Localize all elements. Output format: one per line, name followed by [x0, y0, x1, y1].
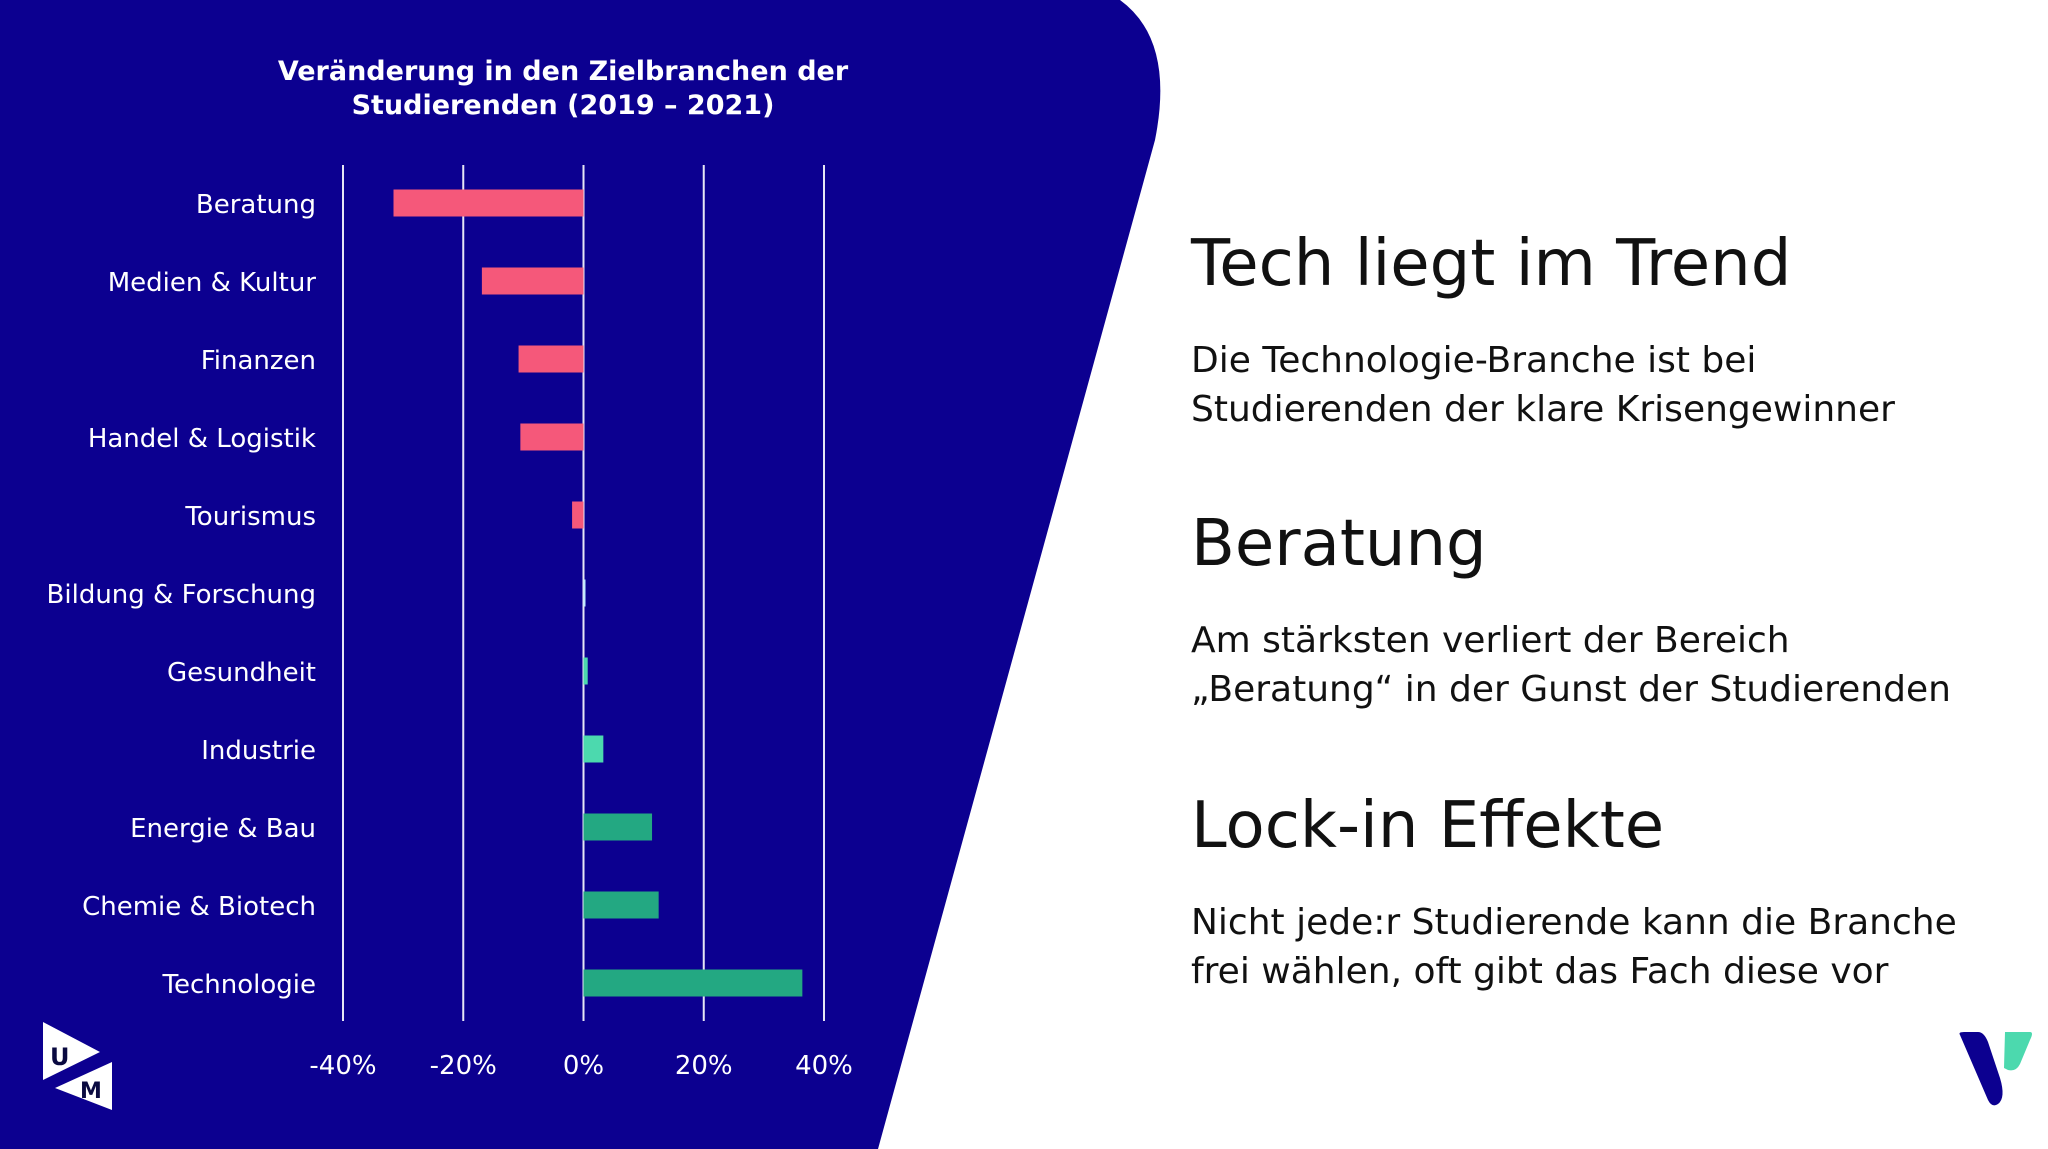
heading-lock-in: Lock-in Effekte: [1191, 789, 1665, 863]
v-logo: [1959, 1032, 2032, 1106]
category-label: Technologie: [162, 970, 316, 1000]
x-tick-label: 40%: [795, 1051, 853, 1081]
x-tick-label: -20%: [430, 1051, 497, 1081]
category-label: Handel & Logistik: [88, 424, 316, 454]
bar-beratung: [393, 189, 584, 217]
body-tech-line-2: Studierenden der klare Krisengewinner: [1191, 389, 1895, 430]
x-tick-label: -40%: [309, 1051, 376, 1081]
bar-tourismus: [572, 501, 584, 529]
category-label: Energie & Bau: [130, 814, 316, 844]
x-tick-label: 0%: [563, 1051, 604, 1081]
bar-gesundheit: [583, 657, 588, 685]
category-label: Gesundheit: [167, 658, 316, 688]
category-label: Tourismus: [184, 502, 316, 532]
bar-chemie-biotech: [583, 891, 659, 919]
bar-industrie: [583, 735, 604, 763]
category-label: Medien & Kultur: [108, 268, 317, 298]
um-logo: U M: [43, 1022, 112, 1110]
bar-energie-bau: [583, 813, 653, 841]
chart-title-line-1: Veränderung in den Zielbranchen der: [278, 56, 849, 87]
category-label: Chemie & Biotech: [82, 892, 316, 922]
chart-title-line-2: Studierenden (2019 – 2021): [352, 90, 775, 121]
bar-chart: Veränderung in den Zielbranchen der Stud…: [47, 56, 853, 1081]
body-beratung-line-1: Am stärksten verliert der Bereich: [1191, 620, 1790, 661]
bar-medien-kultur: [481, 267, 584, 295]
body-tech-line-1: Die Technologie-Branche ist bei: [1191, 340, 1757, 381]
heading-tech-trend: Tech liegt im Trend: [1191, 227, 1792, 301]
body-beratung-line-2: „Beratung“ in der Gunst der Studierenden: [1191, 669, 1951, 710]
body-lock-in-line-1: Nicht jede:r Studierende kann die Branch…: [1191, 902, 1957, 943]
category-label: Bildung & Forschung: [47, 580, 316, 610]
bar-technologie: [583, 969, 803, 997]
body-lock-in-line-2: frei wählen, oft gibt das Fach diese vor: [1191, 951, 1889, 992]
heading-beratung: Beratung: [1191, 507, 1487, 581]
x-tick-label: 20%: [675, 1051, 733, 1081]
svg-text:M: M: [80, 1079, 102, 1104]
category-label: Beratung: [196, 190, 316, 220]
category-label: Industrie: [201, 736, 316, 766]
bar-handel-logistik: [520, 423, 584, 451]
svg-text:U: U: [50, 1043, 70, 1071]
category-label: Finanzen: [201, 346, 316, 376]
bar-bildung-forschung: [583, 579, 586, 607]
bar-finanzen: [518, 345, 584, 373]
